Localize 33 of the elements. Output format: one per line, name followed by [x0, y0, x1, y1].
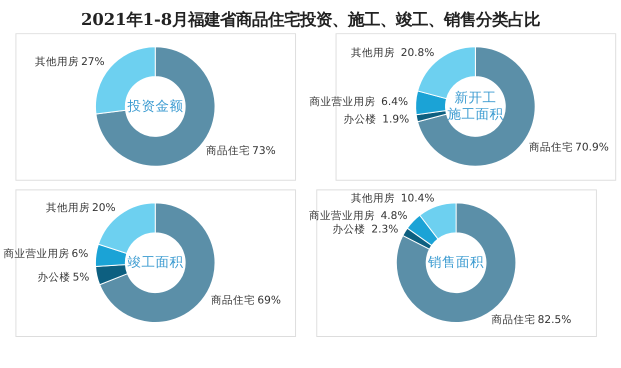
slice-label: 办公楼	[38, 270, 71, 284]
data-label: 69%	[257, 294, 281, 307]
data-label: 4.8%	[380, 210, 408, 222]
data-label: 20%	[92, 202, 116, 214]
data-label: 10.4%	[400, 192, 434, 205]
data-label: 2.3%	[371, 223, 398, 236]
text: 投资金额	[126, 98, 184, 114]
data-label: 27%	[81, 56, 105, 68]
data-label: 82.5%	[538, 314, 572, 326]
data-label: 70.9%	[575, 142, 609, 154]
slice-label: 商业营业用房	[4, 247, 70, 260]
text: 新开工施工面积	[447, 90, 504, 123]
data-label: 6%	[71, 248, 88, 260]
slice-label: 办公楼	[332, 222, 366, 236]
data-label: 20.8%	[400, 46, 434, 59]
slice-label: 其他用房	[34, 54, 79, 68]
data-label: 6.4%	[381, 96, 408, 108]
text: 竣工面积	[127, 254, 184, 271]
text: 2021年1-8月福建省商品住宅投资、施工、竣工、销售分类占比	[80, 10, 540, 30]
slice-label: 商品住宅	[211, 294, 256, 307]
slice-label: 商品住宅	[491, 313, 536, 326]
data-label: 73%	[252, 145, 276, 158]
slice-label: 商业营业用房	[308, 208, 375, 222]
slice-label: 其他用房	[350, 46, 395, 59]
slice-label: 办公楼	[344, 112, 377, 126]
data-label: 5%	[72, 271, 90, 284]
slice-label: 其他用房	[46, 201, 90, 214]
text: 销售面积	[427, 254, 484, 271]
slice-label: 商品住宅	[206, 144, 250, 158]
data-label: 1.9%	[382, 114, 410, 126]
slice-label: 商品住宅	[528, 140, 573, 154]
slice-label: 商业营业用房	[309, 95, 376, 108]
slice-label: 其他用房	[350, 192, 395, 205]
